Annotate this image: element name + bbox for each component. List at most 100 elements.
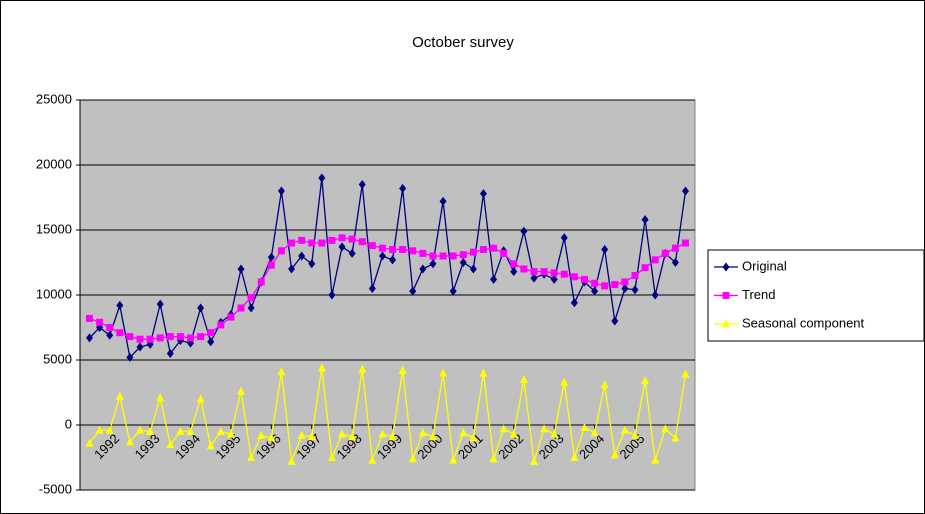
point [298,236,306,244]
point [288,264,296,274]
point [418,428,427,437]
point [207,337,215,347]
point [449,286,457,296]
point [439,252,447,260]
point [86,333,93,343]
point [318,239,326,247]
point [560,270,568,278]
point [247,453,256,461]
point [338,429,347,438]
point [651,290,659,300]
point [631,285,639,295]
point [651,455,660,464]
point [115,391,124,400]
point [389,255,397,265]
point [389,246,397,253]
point [257,430,266,439]
point [318,173,326,183]
point [237,264,245,274]
point [86,314,93,322]
point [247,303,255,313]
point [378,251,386,261]
legend-box [707,249,925,342]
point [550,429,559,438]
point [641,264,649,272]
point [409,247,417,255]
point [530,268,538,276]
point [187,334,195,342]
point [106,330,114,340]
point [570,273,578,281]
point [429,252,437,260]
point [156,334,164,342]
point [509,429,518,438]
chart-title: October survey [412,34,514,51]
point [500,249,508,257]
point [156,299,164,309]
point [348,248,356,258]
point [621,284,629,293]
point [308,239,316,247]
point [590,428,599,437]
point [459,258,467,267]
point [630,430,639,439]
point [338,234,346,242]
point [186,427,195,435]
point [216,427,225,435]
point [226,429,235,438]
point [408,454,417,463]
point [307,432,316,441]
point [611,281,619,289]
point [277,186,285,196]
point [490,274,498,284]
point [267,252,275,262]
point [490,244,498,252]
point [348,235,356,243]
point [298,251,306,261]
point [136,342,144,352]
point [288,239,296,247]
point [409,286,417,296]
series [86,234,689,343]
point [570,298,578,308]
y-tick-label: 0 [65,416,72,431]
point [529,456,538,465]
point [136,335,144,343]
point [611,316,619,326]
legend-label: Original [742,258,787,273]
point [136,425,145,434]
point [196,394,205,403]
point [126,333,134,341]
point [399,246,407,253]
point [297,430,306,439]
legend-label: Seasonal component [742,315,865,330]
point [671,433,680,442]
point [459,428,468,437]
point [378,429,387,438]
point [580,423,589,432]
point [166,333,174,341]
point [207,329,215,337]
point [641,376,650,385]
point [146,427,155,435]
point [591,286,599,296]
y-tick-label: 20000 [36,156,72,171]
point [116,329,124,337]
point [601,245,609,254]
point [419,264,427,274]
point [217,321,225,329]
point [176,427,185,435]
point [641,215,649,225]
point [610,450,619,459]
point [489,454,498,463]
point [267,433,276,442]
y-tick-label: 5000 [43,351,72,366]
point [682,239,689,247]
point [125,437,134,446]
point [328,236,336,244]
point [267,261,275,269]
point [126,352,134,362]
point [116,300,124,310]
point [671,244,679,252]
